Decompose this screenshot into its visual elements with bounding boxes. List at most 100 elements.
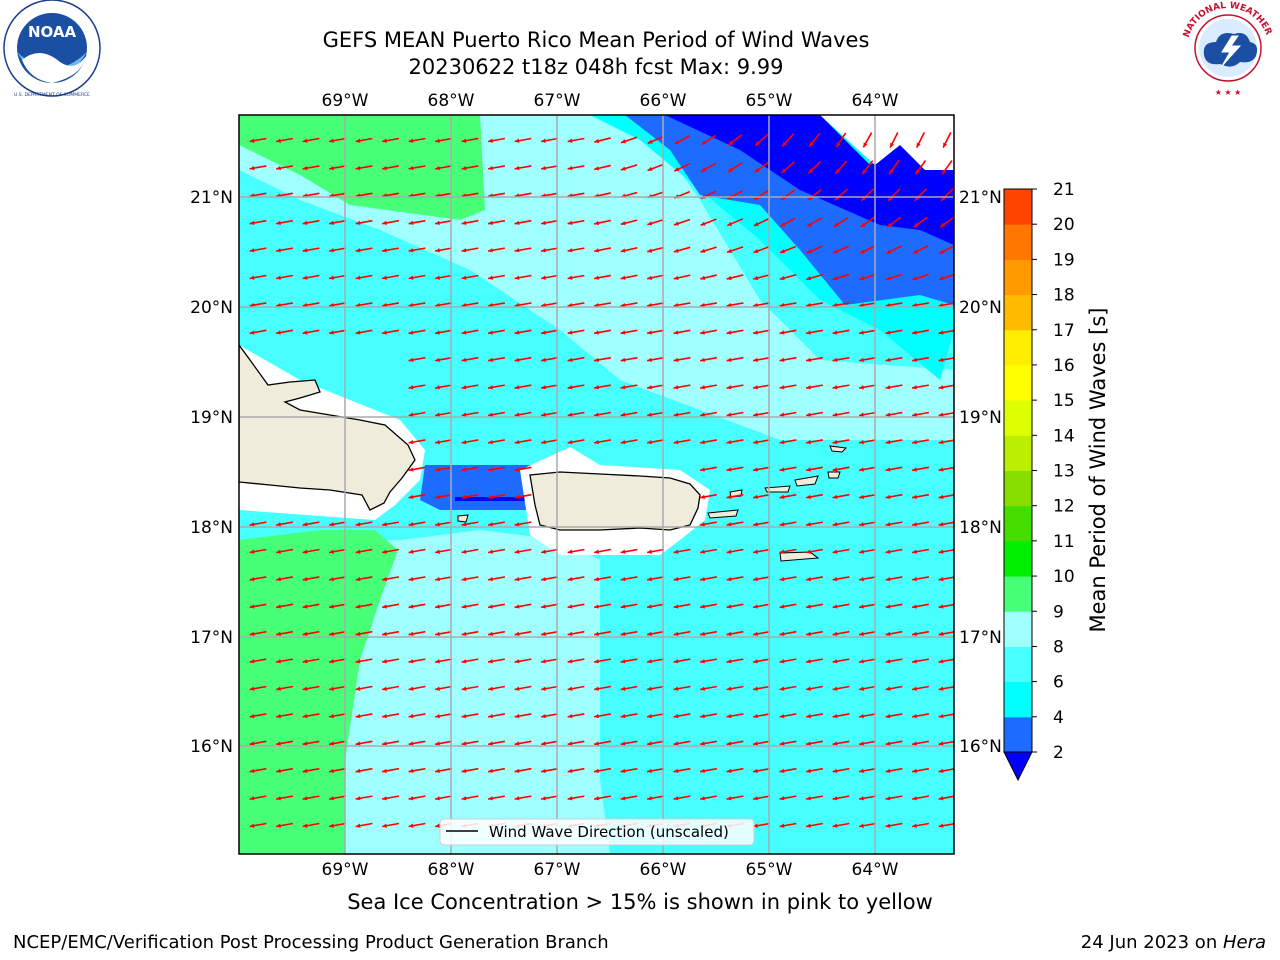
wind-wave-arrowhead bbox=[700, 686, 705, 691]
wind-wave-arrowhead bbox=[461, 220, 467, 226]
wind-wave-arrowhead bbox=[726, 659, 732, 664]
wind-wave-arrowhead bbox=[355, 713, 361, 719]
wind-wave-arrowhead bbox=[514, 796, 520, 801]
wind-wave-arrowhead bbox=[647, 713, 652, 719]
wind-wave-arrowhead bbox=[541, 741, 546, 746]
wind-wave-arrowhead bbox=[673, 659, 679, 664]
colorbar-tick-label: 15 bbox=[1053, 391, 1075, 411]
wind-wave-arrowhead bbox=[806, 796, 811, 801]
wind-wave-arrowhead bbox=[700, 357, 705, 363]
wind-wave-arrowhead bbox=[514, 439, 520, 445]
wind-wave-arrowhead bbox=[912, 385, 917, 390]
wind-wave-arrowhead bbox=[753, 412, 758, 417]
wind-wave-arrowhead bbox=[408, 713, 414, 719]
wind-wave-arrowhead bbox=[726, 576, 732, 582]
wind-wave-arrowhead bbox=[408, 494, 414, 500]
land-puerto-rico bbox=[529, 471, 701, 531]
wind-wave-arrowhead bbox=[753, 330, 758, 335]
wind-wave-arrowhead bbox=[832, 604, 838, 609]
wind-wave-arrowhead bbox=[859, 249, 865, 254]
wind-wave-arrowhead bbox=[461, 248, 467, 253]
wind-wave-arrowhead bbox=[700, 330, 705, 335]
wind-wave-arrowhead bbox=[249, 796, 255, 801]
wind-wave-arrowhead bbox=[726, 357, 732, 363]
wind-wave-arrowhead bbox=[567, 220, 573, 226]
wind-wave-arrowhead bbox=[488, 549, 493, 554]
wind-wave-arrowhead bbox=[461, 165, 467, 171]
wind-wave-arrowhead bbox=[832, 522, 838, 527]
wind-wave-arrowhead bbox=[329, 576, 334, 582]
wind-wave-arrowhead bbox=[461, 275, 467, 280]
wind-wave-arrowhead bbox=[673, 604, 679, 609]
wind-wave-arrowhead bbox=[594, 713, 599, 719]
wind-wave-arrowhead bbox=[885, 385, 891, 390]
wind-wave-arrowhead bbox=[885, 713, 891, 719]
wind-wave-arrowhead bbox=[728, 140, 734, 146]
wind-wave-arrows bbox=[249, 132, 954, 828]
wind-wave-arrowhead bbox=[461, 576, 467, 582]
wind-wave-arrowhead bbox=[806, 302, 811, 308]
wind-wave-arrowhead bbox=[938, 385, 944, 390]
wind-wave-arrowhead bbox=[514, 275, 520, 280]
footer-host: Hera bbox=[1222, 932, 1266, 953]
wind-wave-arrowhead bbox=[276, 741, 281, 746]
wind-wave-arrowhead bbox=[912, 659, 917, 664]
wind-wave-arrowhead bbox=[276, 796, 281, 801]
wind-wave-arrowhead bbox=[488, 522, 493, 527]
wind-wave-arrowhead bbox=[408, 659, 414, 664]
wind-wave-arrowhead bbox=[594, 302, 599, 308]
wind-wave-arrowhead bbox=[461, 796, 467, 801]
wind-wave-arrowhead bbox=[647, 659, 652, 664]
wind-wave-arrowhead bbox=[461, 768, 467, 774]
lon-label: 65°W bbox=[746, 91, 793, 111]
wind-wave-arrowhead bbox=[355, 165, 361, 171]
wind-wave-arrowhead bbox=[806, 631, 811, 637]
colorbar-swatch bbox=[1004, 400, 1032, 436]
wind-wave-arrowhead bbox=[620, 248, 626, 253]
wind-wave-arrowhead bbox=[726, 768, 732, 774]
wind-wave-arrowhead bbox=[541, 576, 546, 582]
colorbar-swatch bbox=[1004, 716, 1032, 753]
wind-wave-arrowhead bbox=[673, 357, 679, 363]
wind-wave-arrowhead bbox=[885, 576, 891, 582]
wind-wave-arrowhead bbox=[885, 494, 891, 500]
wind-wave-arrowhead bbox=[276, 522, 281, 527]
wind-wave-arrowhead bbox=[435, 275, 440, 280]
footer-date-text: 24 Jun 2023 on bbox=[1080, 932, 1223, 953]
wind-wave-arrowhead bbox=[753, 357, 758, 363]
colorbar: 2 4 6 8 9 10 11 12 13 14 15 16 17 18 19 20 21 bbox=[1003, 180, 1075, 782]
wind-wave-arrowhead bbox=[302, 248, 308, 253]
wind-wave-arrowhead bbox=[859, 302, 864, 308]
wind-wave-arrowhead bbox=[276, 220, 281, 226]
wind-wave-arrowhead bbox=[249, 631, 255, 637]
wind-wave-arrowhead bbox=[488, 248, 493, 253]
colorbar-tick-label: 20 bbox=[1053, 215, 1075, 235]
wind-wave-arrowhead bbox=[806, 604, 811, 609]
wind-wave-arrowhead bbox=[302, 686, 308, 691]
wind-wave-arrowhead bbox=[859, 604, 864, 609]
lat-label: 20°N bbox=[190, 298, 233, 318]
wind-wave-arrowhead bbox=[276, 302, 281, 308]
wind-wave-arrowhead bbox=[726, 302, 732, 308]
wind-wave-arrowhead bbox=[435, 768, 440, 774]
wind-wave-arrowhead bbox=[807, 222, 813, 227]
wind-wave-arrowhead bbox=[912, 713, 917, 719]
wind-wave-arrowhead bbox=[806, 276, 812, 281]
wind-wave-arrowhead bbox=[727, 221, 733, 226]
wind-wave-arrowhead bbox=[276, 138, 281, 143]
wind-wave-arrowhead bbox=[488, 165, 493, 171]
wind-wave-arrowhead bbox=[355, 549, 361, 554]
wind-wave-arrowhead bbox=[832, 276, 838, 281]
colorbar-swatch bbox=[1004, 611, 1032, 647]
wind-wave-arrowhead bbox=[753, 275, 759, 281]
wind-wave-arrowhead bbox=[567, 713, 573, 719]
wind-wave-arrowhead bbox=[276, 604, 281, 609]
wind-wave-arrowhead bbox=[355, 686, 361, 691]
lon-labels-bottom: 69°W 68°W 67°W 66°W 65°W 64°W bbox=[322, 860, 899, 880]
wind-wave-arrowhead bbox=[859, 576, 864, 582]
wind-wave-arrowhead bbox=[329, 659, 334, 664]
wind-wave-arrowhead bbox=[382, 576, 387, 582]
wind-wave-arrowhead bbox=[835, 168, 840, 174]
wind-wave-arrowhead bbox=[461, 412, 467, 417]
wind-wave-arrowhead bbox=[302, 220, 308, 226]
